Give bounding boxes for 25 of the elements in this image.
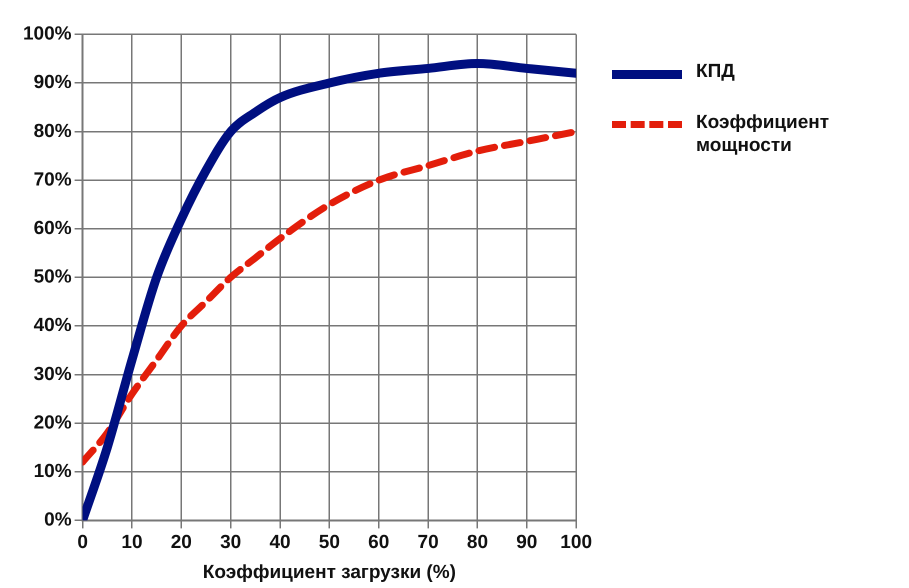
y-tick-label: 10%: [34, 461, 72, 482]
x-tick-label: 50: [318, 532, 340, 554]
x-axis-title: Коэффициент загрузки (%): [202, 562, 456, 583]
x-tick-label: 20: [170, 532, 192, 554]
y-tick-label: 0%: [44, 510, 72, 531]
y-tick-label: 60%: [34, 218, 72, 240]
y-tick-label: 40%: [34, 315, 72, 336]
x-tick-label: 10: [121, 532, 143, 554]
legend-label: Коэффициент мощности: [696, 111, 830, 157]
y-tick-label: 90%: [34, 72, 72, 94]
y-tick-label: 70%: [34, 169, 72, 190]
y-tick-label: 100%: [22, 24, 72, 45]
y-tick-label: 30%: [34, 364, 72, 385]
x-tick-label: 30: [220, 532, 242, 554]
x-tick-label: 0: [77, 532, 88, 554]
y-tick-label: 50%: [34, 266, 72, 288]
x-tick-label: 80: [466, 532, 488, 554]
x-tick-label: 60: [368, 532, 390, 554]
y-tick-label: 80%: [34, 120, 72, 142]
y-tick-label: 20%: [34, 412, 72, 434]
x-tick-label: 100: [560, 532, 592, 554]
x-tick-label: 90: [516, 532, 538, 554]
x-tick-label: 40: [269, 532, 291, 554]
legend-label: КПД: [696, 60, 736, 83]
x-tick-label: 70: [418, 532, 439, 554]
